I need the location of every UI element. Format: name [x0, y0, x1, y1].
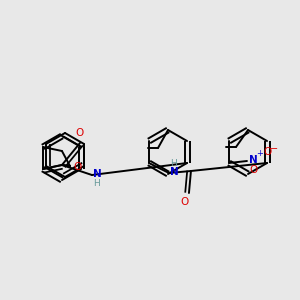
Text: O: O — [181, 197, 189, 207]
Text: N: N — [170, 167, 179, 177]
Text: N: N — [249, 155, 258, 165]
Text: N: N — [93, 169, 102, 179]
Text: O: O — [73, 162, 81, 172]
Text: O: O — [76, 128, 84, 138]
Text: O: O — [263, 147, 271, 157]
Text: −: − — [270, 144, 278, 154]
Text: O: O — [249, 165, 257, 175]
Text: +: + — [256, 149, 263, 158]
Text: H: H — [93, 178, 100, 188]
Text: H: H — [170, 160, 177, 169]
